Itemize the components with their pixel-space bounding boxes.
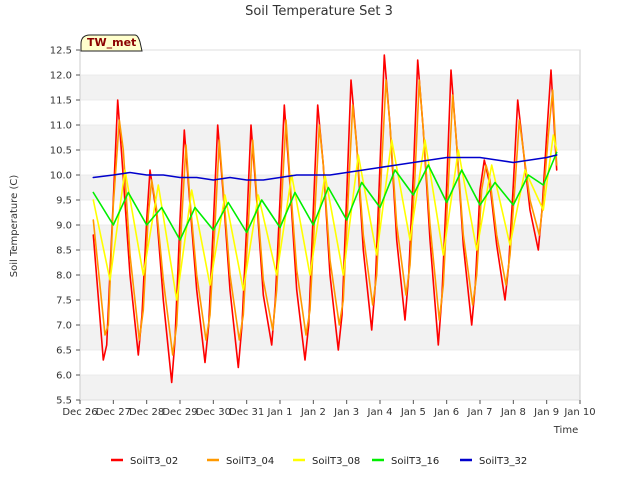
x-tick-label: Dec 28	[129, 407, 164, 418]
y-tick-label: 6.5	[56, 346, 72, 357]
series-line-soilt3_08	[92, 134, 558, 301]
legend: SoilT3_02 SoilT3_04 SoilT3_08 SoilT3_16 Soil…	[111, 456, 527, 467]
legend-label: SoilT3_02	[130, 456, 178, 467]
y-axis-label: Soil Temperature (C)	[9, 175, 20, 278]
grid-band	[80, 375, 580, 400]
y-tick-label: 7.0	[56, 321, 72, 332]
y-axis-ticks: 5.5 6.0 6.5 7.0 7.5 8.0 8.5 9.0 9.5 10.0 10.5 11.0 1…	[50, 46, 580, 407]
x-tick-label: Dec 27	[96, 407, 131, 418]
grid-band	[80, 225, 580, 250]
x-tick-label: Dec 29	[162, 407, 197, 418]
x-tick-label: Jan 3	[333, 407, 359, 418]
station-badge: TW_met	[80, 34, 143, 52]
grid-band	[80, 75, 580, 100]
x-tick-label: Jan 5	[400, 407, 426, 418]
series-layer	[92, 54, 558, 384]
x-tick-label: Dec 30	[196, 407, 231, 418]
y-tick-label: 6.0	[56, 371, 72, 382]
legend-label: SoilT3_16	[391, 456, 439, 467]
x-tick-label: Dec 26	[62, 407, 97, 418]
grid-band	[80, 325, 580, 350]
legend-label: SoilT3_04	[226, 456, 274, 467]
y-tick-label: 8.0	[56, 271, 72, 282]
grid-band	[80, 100, 580, 125]
chart-title: Soil Temperature Set 3	[245, 4, 393, 19]
grid-band	[80, 150, 580, 175]
y-tick-label: 9.5	[56, 196, 72, 207]
x-tick-label: Jan 2	[300, 407, 326, 418]
x-tick-label: Jan 7	[467, 407, 493, 418]
y-tick-label: 12.0	[50, 71, 72, 82]
y-tick-label: 8.5	[56, 246, 72, 257]
y-tick-label: 10.5	[50, 146, 72, 157]
y-tick-label: 10.0	[50, 171, 72, 182]
y-tick-label: 11.5	[50, 96, 72, 107]
legend-label: SoilT3_32	[479, 456, 527, 467]
x-tick-label: Jan 1	[267, 407, 293, 418]
badge-label: TW_met	[87, 36, 136, 49]
series-line-soilt3_16	[92, 151, 558, 241]
x-tick-label: Dec 31	[229, 407, 264, 418]
grid-band	[80, 300, 580, 325]
x-tick-label: Jan 9	[533, 407, 559, 418]
x-tick-label: Jan 10	[563, 407, 595, 418]
y-tick-label: 9.0	[56, 221, 72, 232]
series-line-soilt3_04	[92, 79, 558, 356]
badge-shape	[80, 34, 143, 52]
x-tick-label: Jan 4	[367, 407, 393, 418]
y-tick-label: 12.5	[50, 46, 72, 57]
y-tick-label: 5.5	[56, 396, 72, 407]
grid-band	[80, 350, 580, 375]
x-tick-label: Jan 8	[500, 407, 526, 418]
x-tick-label: Jan 6	[433, 407, 459, 418]
x-axis-label: Time	[553, 425, 578, 436]
grid-band	[80, 125, 580, 150]
grid-band	[80, 50, 580, 75]
legend-label: SoilT3_08	[312, 456, 360, 467]
series-line-soilt3_32	[92, 154, 558, 181]
y-tick-label: 7.5	[56, 296, 72, 307]
y-tick-label: 11.0	[50, 121, 72, 132]
